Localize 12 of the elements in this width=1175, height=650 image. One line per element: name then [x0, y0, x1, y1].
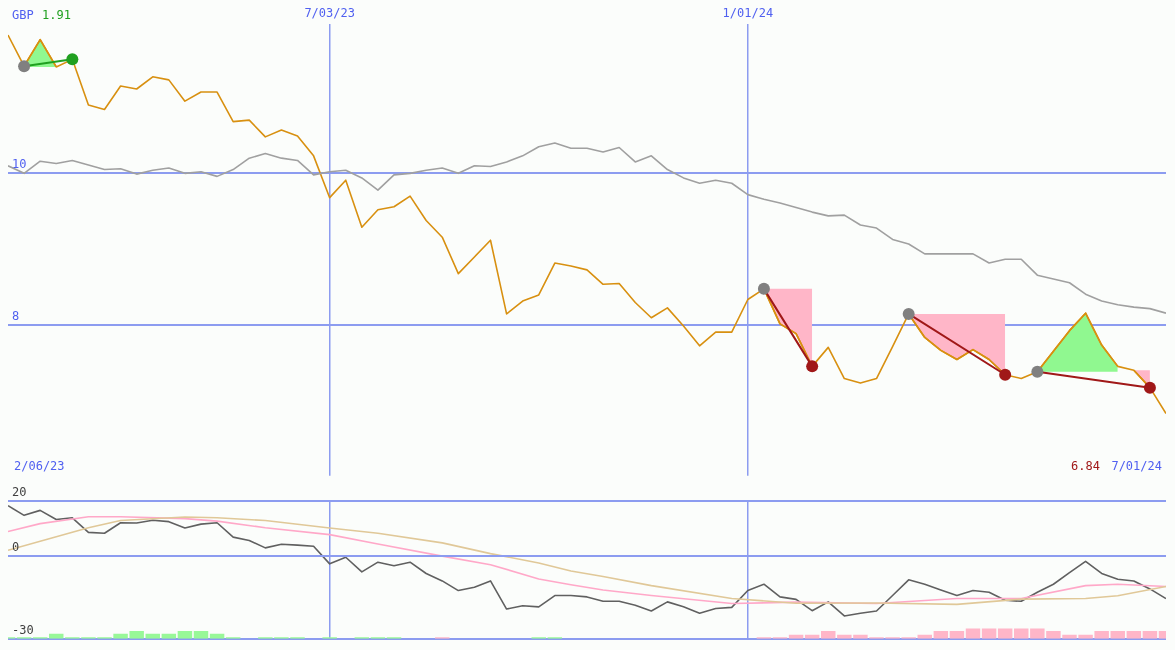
y-tick-label: 0 [12, 540, 20, 555]
y-tick-label: -30 [12, 622, 34, 637]
y-tick-label: 8 [12, 309, 20, 324]
x-tick-label: 7/03/23 [304, 6, 355, 21]
y-tick-label: 10 [12, 157, 27, 172]
annotation: 2/06/23 [14, 458, 65, 473]
text: GBP [12, 8, 34, 23]
y-tick-label: 20 [12, 485, 27, 500]
annotation: 6.84 [1071, 458, 1100, 473]
text: 1.91 [42, 8, 71, 23]
annotation: 7/01/24 [1111, 458, 1162, 473]
x-tick-label: 1/01/24 [722, 6, 774, 21]
